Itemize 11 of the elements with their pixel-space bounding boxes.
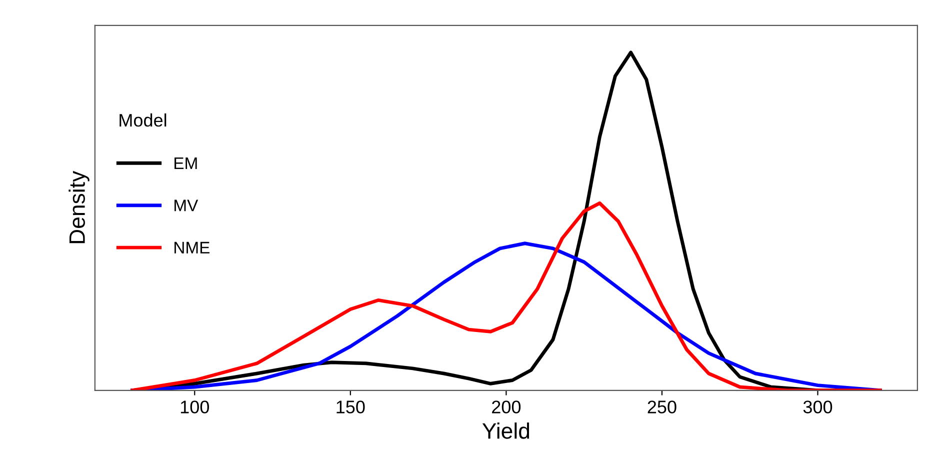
legend-label: MV [174, 200, 198, 212]
legend-title: Model [120, 113, 166, 127]
x-tick-label: 100 [180, 400, 209, 414]
x-tick-label: 300 [803, 400, 832, 414]
x-tick-label: 250 [648, 400, 676, 414]
legend-label: NME [174, 242, 210, 254]
x-tick-label: 150 [336, 400, 365, 414]
y-axis-title: Density [68, 170, 90, 244]
x-tick-label: 200 [492, 400, 521, 414]
legend-label: EM [174, 158, 197, 169]
x-axis-title: Yield [482, 422, 530, 439]
